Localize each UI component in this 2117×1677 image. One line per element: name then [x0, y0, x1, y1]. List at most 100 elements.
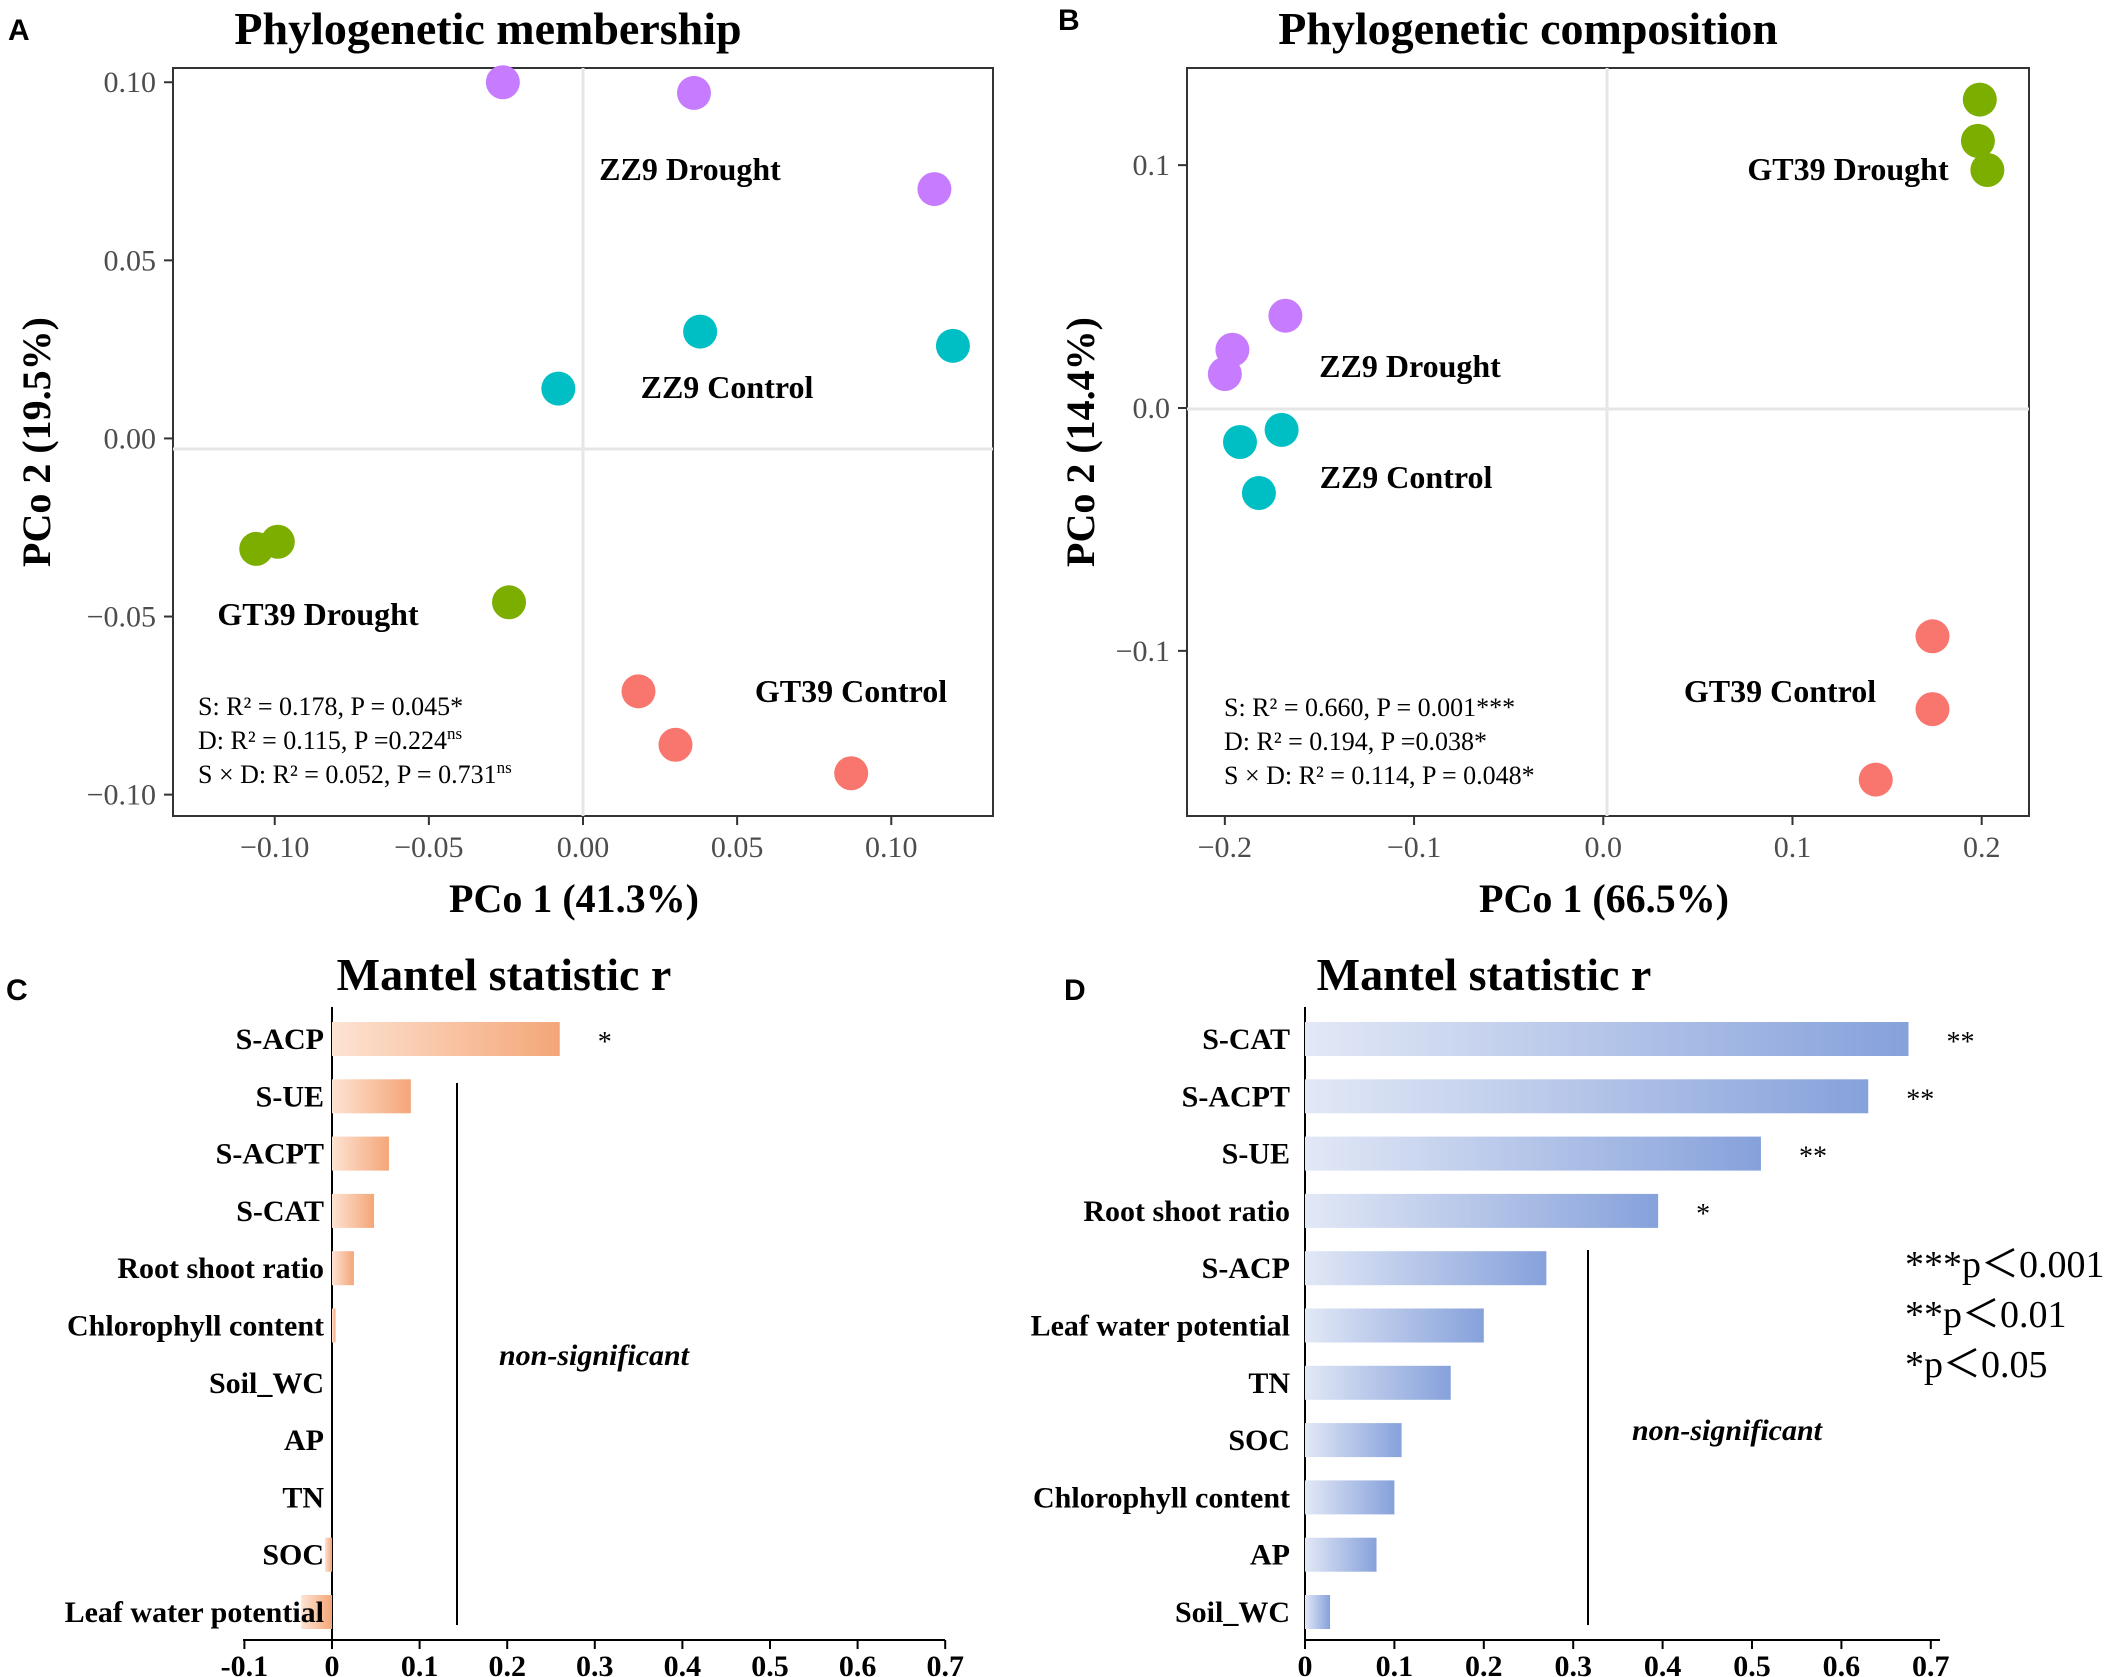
panel-d-category-label: TN [1248, 1367, 1290, 1400]
panel-b-x-tick-label: −0.2 [1198, 831, 1252, 864]
panel-a-stat-d: D: R² = 0.115, P =0.224ns [198, 724, 462, 755]
panel-a-y-label: PCo 2 (19.5%) [14, 317, 59, 567]
panel-c-x-tick-label: 0.7 [926, 1650, 964, 1677]
panel-c-x-tick-label: 0.4 [664, 1650, 702, 1677]
panel-b-point-gt39-control [1858, 762, 1893, 797]
panel-c-bar [332, 1136, 389, 1171]
panel-d-bar [1305, 1079, 1869, 1114]
panel-d-category-label: S-UE [1222, 1138, 1290, 1171]
legend-p05: *p＜0.05 [1905, 1344, 2048, 1386]
panel-d-x-tick-label: 0.6 [1823, 1650, 1861, 1677]
label-zz9-drought-b: ZZ9 Drought [1319, 348, 1501, 384]
panel-d-x-tick-label: 0.5 [1733, 1650, 1771, 1677]
panel-b-point-gt39-drought [1962, 82, 1997, 117]
panel-b-y-tick-label: 0.1 [1133, 149, 1171, 182]
panel-d: D Mantel statistic r non-significant S-C… [1031, 949, 2105, 1677]
panel-d-bar [1305, 1308, 1484, 1343]
panel-b-x-tick-label: −0.1 [1387, 831, 1441, 864]
panel-b-point-zz9-drought [1207, 357, 1242, 391]
panel-c-bars: S-ACP * S-UE S-ACPT S-CAT Root shoot ratio Chl… [65, 1022, 612, 1629]
panel-d-bar [1305, 1193, 1659, 1228]
panel-d-x-tick-label: 0.4 [1644, 1650, 1682, 1677]
panel-d-x-tick-label: 0.1 [1376, 1650, 1414, 1677]
panel-a-point-zz9-control [935, 328, 970, 363]
panel-d-x-tick-label: 0.3 [1554, 1650, 1592, 1677]
panel-a-point-gt39-control [621, 674, 656, 709]
panel-c-category-label: Leaf water potential [65, 1596, 324, 1629]
panel-d-significance: ** [1799, 1142, 1827, 1173]
panel-a-y-tick-label: −0.05 [87, 601, 156, 634]
label-gt39-drought: GT39 Drought [217, 596, 419, 632]
panel-b-point-zz9-control [1241, 476, 1276, 510]
panel-c-category-label: AP [284, 1424, 324, 1457]
label-gt39-control-b: GT39 Control [1684, 673, 1876, 709]
panel-a-point-zz9-drought [917, 172, 952, 207]
panel-b-stat-sxd: S × D: R² = 0.114, P = 0.048* [1224, 761, 1535, 790]
panel-d-bar [1305, 1251, 1547, 1286]
panel-c-bar [301, 1595, 332, 1629]
panel-b-point-gt39-control [1915, 619, 1950, 654]
panel-c-x-tick-label: 0.5 [751, 1650, 789, 1677]
panel-a-point-zz9-drought [676, 75, 711, 110]
panel-a-y-tick-label: −0.10 [87, 779, 156, 812]
panel-d-significance: ** [1906, 1084, 1934, 1115]
panel-a-points [239, 65, 970, 791]
label-gt39-control: GT39 Control [755, 673, 947, 709]
panel-d-bar [1305, 1136, 1761, 1171]
panel-c-category-label: S-CAT [236, 1195, 324, 1228]
panel-c-x-tick-label: 0 [325, 1650, 340, 1677]
panel-a-x-axis: −0.10 −0.05 0.00 0.05 0.10 [240, 816, 918, 864]
panel-a-y-tick-label: 0.10 [104, 66, 157, 99]
panel-d-bar [1305, 1022, 1909, 1056]
panel-d-title: Mantel statistic r [1317, 949, 1652, 1000]
panel-d-nonsig-label: non-significant [1632, 1414, 1824, 1447]
panel-a-point-zz9-control [541, 371, 576, 406]
panel-c-x-tick-label: 0.3 [576, 1650, 614, 1677]
panel-c-category-label: S-ACPT [216, 1138, 324, 1171]
panel-b-point-gt39-drought [1960, 123, 1995, 158]
panel-d-category-label: S-ACPT [1182, 1080, 1290, 1113]
panel-d-x-tick-label: 0.2 [1465, 1650, 1503, 1677]
panel-a-x-tick-label: 0.10 [865, 831, 918, 864]
panel-b-x-axis: −0.2 −0.1 0.0 0.1 0.2 [1198, 816, 2001, 864]
panel-c-significance: * [598, 1027, 612, 1058]
panel-c-bar [324, 1537, 332, 1572]
panel-a-stat-sxd: S × D: R² = 0.052, P = 0.731ns [198, 758, 512, 789]
panel-b-y-label: PCo 2 (14.4%) [1058, 317, 1103, 567]
panel-a: A Phylogenetic membership −0.10 −0.05 0.00… [8, 3, 994, 921]
panel-c-category-label: Soil_WC [209, 1367, 324, 1400]
panel-a-x-tick-label: −0.10 [240, 831, 309, 864]
panel-a-y-tick-label: 0.05 [104, 244, 157, 277]
panel-c-title: Mantel statistic r [337, 949, 672, 1000]
panel-b-x-tick-label: 0.1 [1774, 831, 1812, 864]
legend-p01: **p＜0.01 [1905, 1294, 2067, 1336]
panel-c-letter: C [6, 974, 28, 1007]
panel-b-x-tick-label: 0.2 [1963, 831, 2001, 864]
panel-b-point-zz9-control [1222, 425, 1257, 459]
panel-c-x-tick-label: 0.6 [839, 1650, 877, 1677]
panel-d-bars: S-CAT ** S-ACPT ** S-UE ** Root shoot ratio * S-… [1031, 1022, 1974, 1629]
label-zz9-control: ZZ9 Control [641, 369, 814, 405]
panel-d-bar [1305, 1480, 1395, 1515]
panel-d-category-label: Leaf water potential [1031, 1310, 1290, 1343]
panel-d-category-label: Soil_WC [1175, 1596, 1290, 1629]
label-gt39-drought-b: GT39 Drought [1747, 151, 1949, 187]
panel-d-category-label: Chlorophyll content [1033, 1481, 1290, 1514]
panel-b-point-gt39-drought [1970, 153, 2005, 187]
panel-c: C Mantel statistic r non-significant S-A… [6, 949, 964, 1677]
panel-c-x-ticks: -0.1 0 0.1 0.2 0.3 0.4 0.5 0.6 0.7 [221, 1640, 964, 1677]
panel-d-significance: ** [1946, 1027, 1974, 1058]
panel-c-nonsig-label: non-significant [499, 1339, 691, 1372]
panel-d-category-label: Root shoot ratio [1083, 1195, 1290, 1228]
panel-b-points [1207, 82, 2005, 797]
panel-a-letter: A [8, 14, 30, 47]
panel-a-x-tick-label: 0.05 [711, 831, 764, 864]
panel-d-bar [1305, 1595, 1331, 1629]
panel-c-category-label: S-UE [256, 1080, 324, 1113]
panel-d-letter: D [1064, 974, 1086, 1007]
panel-b: B Phylogenetic composition −0.2 −0.1 0.0 0.… [1058, 3, 2030, 921]
panel-c-category-label: Chlorophyll content [67, 1310, 324, 1343]
panel-d-significance: * [1696, 1199, 1710, 1230]
panel-d-category-label: AP [1250, 1539, 1290, 1572]
